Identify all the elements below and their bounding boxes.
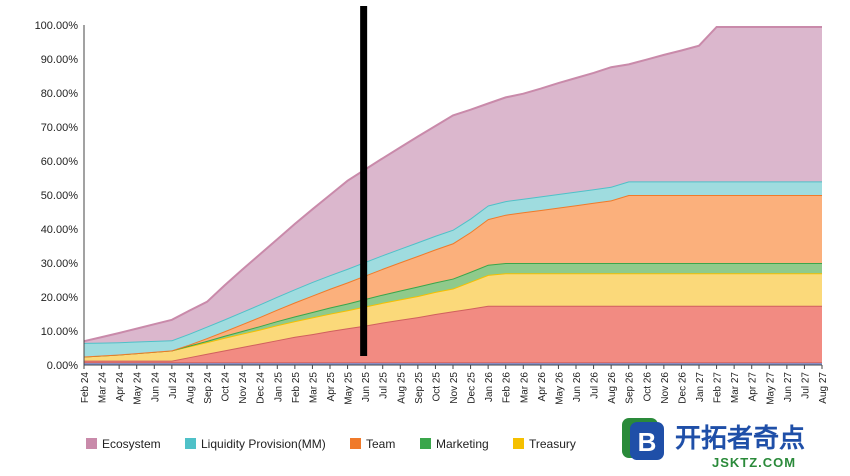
x-tick-label: Mar 24 — [98, 372, 109, 404]
x-tick-label: Mar 27 — [730, 372, 741, 404]
area-series-group — [83, 26, 822, 365]
x-tick-label: Aug 26 — [607, 372, 618, 404]
x-tick-label: Feb 24 — [80, 372, 91, 404]
x-tick-label: Jan 26 — [484, 372, 495, 402]
y-tick-label: 70.00% — [41, 122, 79, 134]
area-series-7 — [84, 27, 822, 343]
x-tick-label: May 26 — [554, 372, 565, 405]
watermark-text-en: JSKTZ.COM — [712, 455, 796, 470]
legend-swatch — [86, 438, 97, 449]
x-tick-label: Jun 27 — [783, 372, 794, 402]
area-series-6 — [84, 181, 822, 357]
y-tick-label: 50.00% — [41, 190, 79, 202]
x-tick-label: Oct 25 — [431, 372, 442, 402]
x-tick-label: Jun 26 — [572, 372, 583, 402]
area-series-5 — [84, 195, 822, 357]
x-tick-label: Sep 26 — [625, 372, 636, 404]
legend-label: Liquidity Provision(MM) — [201, 437, 326, 451]
x-tick-label: Feb 27 — [713, 372, 724, 404]
x-tick-label: Nov 26 — [660, 372, 671, 404]
x-tick-label: Apr 25 — [326, 372, 337, 402]
x-tick-label: Mar 25 — [308, 372, 319, 404]
x-tick-label: Aug 24 — [185, 372, 196, 404]
y-tick-label: 40.00% — [41, 224, 79, 236]
x-tick-label: Jan 25 — [273, 372, 284, 402]
x-tick-label: Sep 24 — [203, 372, 214, 404]
legend-swatch — [185, 438, 196, 449]
x-tick-label: Jul 26 — [590, 372, 601, 399]
x-tick-label: May 24 — [133, 372, 144, 405]
x-tick-label: May 27 — [765, 372, 776, 405]
x-tick-label: Sep 25 — [414, 372, 425, 404]
x-tick-label: Apr 27 — [748, 372, 759, 402]
legend-label: Treasury — [529, 437, 576, 451]
legend-swatch — [513, 438, 524, 449]
x-tick-label: Dec 25 — [467, 372, 478, 404]
x-tick-label: Mar 26 — [519, 372, 530, 404]
x-tick-label: Aug 27 — [818, 372, 829, 404]
x-tick-label: Jul 25 — [379, 372, 390, 399]
y-tick-label: 0.00% — [47, 360, 78, 372]
y-tick-label: 100.00% — [35, 20, 79, 32]
x-tick-label: Jul 24 — [168, 372, 179, 399]
x-tick-label: Oct 26 — [642, 372, 653, 402]
area-series-2 — [84, 305, 822, 363]
watermark: B 开拓者奇点 JSKTZ.COM — [598, 412, 850, 476]
y-tick-label: 90.00% — [41, 54, 79, 66]
y-tick-label: 60.00% — [41, 156, 79, 168]
legend-swatch — [350, 438, 361, 449]
y-tick-label: 10.00% — [41, 326, 79, 338]
x-tick-label: Dec 26 — [677, 372, 688, 404]
x-tick-label: Oct 24 — [221, 372, 232, 402]
watermark-text-cn: 开拓者奇点 — [675, 423, 805, 453]
x-tick-label: Jun 25 — [361, 372, 372, 402]
legend: Ecosystem Liquidity Provision(MM) Team Mark… — [86, 437, 602, 451]
legend-label: Marketing — [436, 437, 489, 451]
x-tick-label: Aug 25 — [396, 372, 407, 404]
x-tick-label: Feb 26 — [502, 372, 513, 404]
legend-label: Ecosystem — [102, 437, 161, 451]
y-tick-label: 80.00% — [41, 88, 79, 100]
area-series-3 — [84, 273, 822, 361]
x-tick-label: Apr 26 — [537, 372, 548, 402]
area-series-7-edge — [83, 26, 822, 343]
x-axis-ticks: Feb 24 Mar 24 Apr 24 May 24 Jun 24 Jul 24 Aug … — [80, 365, 829, 405]
x-tick-label: Apr 24 — [115, 372, 126, 402]
area-series-4 — [84, 263, 822, 357]
y-tick-label: 20.00% — [41, 292, 79, 304]
x-tick-label: Jul 27 — [800, 372, 811, 399]
x-tick-label: Jun 24 — [150, 372, 161, 402]
y-axis-ticks: 0.00% 10.00% 20.00% 30.00% 40.00% 50.00% 60.00… — [35, 20, 79, 372]
watermark-logo-icon: B — [622, 418, 664, 460]
legend-swatch — [420, 438, 431, 449]
x-tick-label: May 25 — [344, 372, 355, 405]
y-tick-label: 30.00% — [41, 258, 79, 270]
x-tick-label: Dec 24 — [256, 372, 267, 404]
x-tick-label: Nov 24 — [238, 372, 249, 404]
x-tick-label: Nov 25 — [449, 372, 460, 404]
legend-label: Team — [366, 437, 395, 451]
x-tick-label: Jan 27 — [695, 372, 706, 402]
x-tick-label: Feb 25 — [291, 372, 302, 404]
watermark-logo-letter: B — [638, 427, 657, 457]
